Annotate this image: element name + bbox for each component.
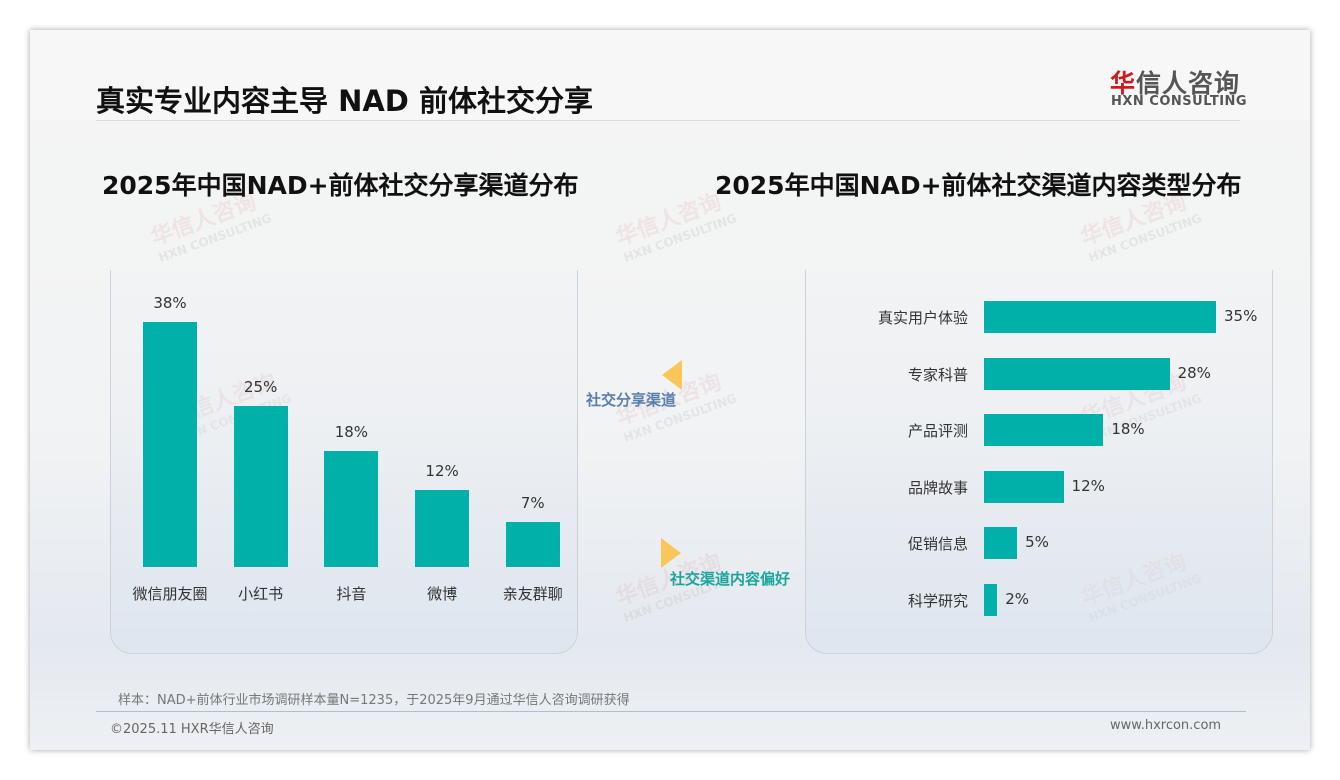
footer-divider xyxy=(96,711,1246,712)
category-label: 科学研究 xyxy=(907,592,968,610)
data-label: 35% xyxy=(1224,307,1258,325)
category-label: 抖音 xyxy=(336,585,367,603)
data-label: 7% xyxy=(520,493,545,512)
data-label: 28% xyxy=(1177,363,1211,382)
bar xyxy=(984,470,1064,503)
data-label: 5% xyxy=(1025,533,1049,552)
category-label: 专家科普 xyxy=(907,365,968,384)
data-label: 2% xyxy=(1005,590,1030,608)
category-label: 促销信息 xyxy=(907,535,968,554)
category-label: 真实用户体验 xyxy=(877,309,968,327)
right-chart-panel: 35% 真实用户体验 28% 专家科普 18% 产品评测 12% 品牌故事 5% 促销信息 2% 科学… xyxy=(805,270,1273,654)
bar xyxy=(984,584,998,616)
copyright: ©2025.11 HXR华信人咨询 xyxy=(110,722,274,737)
logo-subtitle: HXN CONSULTING xyxy=(1111,94,1248,109)
slide: 真实专业内容主导 NAD 前体社交分享 华信人咨询 HXN CONSULTING… xyxy=(30,30,1310,750)
data-label: 25% xyxy=(244,377,278,396)
connector-left-label: 社交分享渠道 xyxy=(586,391,677,409)
logo-text: 信人咨询 xyxy=(1136,69,1241,98)
sample-note: 样本：NAD+前体行业市场调研样本量N=1235，于2025年9月通过华信人咨询… xyxy=(118,693,630,708)
bar xyxy=(324,450,379,567)
data-label: 18% xyxy=(1111,420,1145,439)
page-title: 真实专业内容主导 NAD 前体社交分享 xyxy=(96,84,593,118)
bar xyxy=(415,489,470,567)
category-label: 品牌故事 xyxy=(907,478,968,497)
bar xyxy=(984,357,1170,390)
logo: 华信人咨询 xyxy=(1110,64,1240,100)
left-chart-panel: 38% 微信朋友圈 25% 小红书 18% 抖音 12% 微博 7% 亲友群聊 xyxy=(110,270,578,654)
data-label: 12% xyxy=(425,461,459,480)
bar xyxy=(143,322,197,567)
bar xyxy=(233,405,288,567)
bar xyxy=(984,414,1104,447)
category-label: 产品评测 xyxy=(907,422,968,441)
left-arrow-icon xyxy=(662,360,682,390)
bar xyxy=(984,301,1216,333)
connector-right-label: 社交渠道内容偏好 xyxy=(670,570,791,588)
left-chart-title: 2025年中国NAD+前体社交分享渠道分布 xyxy=(102,171,579,200)
header-divider xyxy=(96,120,1240,121)
category-label: 微信朋友圈 xyxy=(132,585,208,603)
right-chart-title: 2025年中国NAD+前体社交渠道内容类型分布 xyxy=(715,171,1242,200)
data-label: 12% xyxy=(1071,476,1105,495)
logo-mark: 华 xyxy=(1110,69,1137,98)
data-label: 38% xyxy=(153,294,187,312)
right-arrow-icon xyxy=(661,538,681,568)
bar xyxy=(505,521,560,567)
category-label: 亲友群聊 xyxy=(502,585,563,603)
category-label: 微博 xyxy=(427,585,458,603)
data-label: 18% xyxy=(334,422,369,441)
bar xyxy=(984,527,1018,560)
header-band xyxy=(30,30,1310,120)
category-label: 小红书 xyxy=(238,585,284,603)
website-link[interactable]: www.hxrcon.com xyxy=(1110,718,1222,733)
